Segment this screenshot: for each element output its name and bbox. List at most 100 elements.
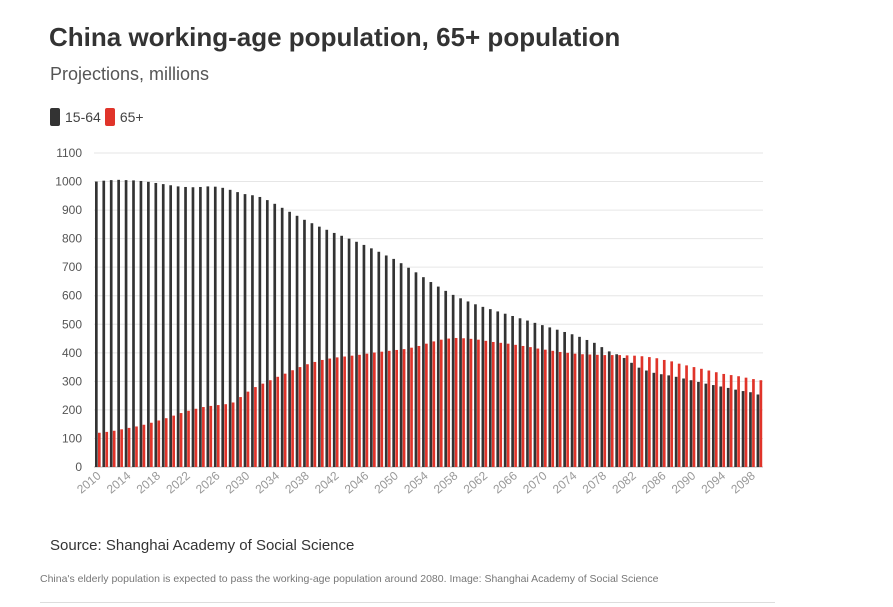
bar-65-plus-2092[interactable] — [707, 370, 711, 467]
bar-65-plus-2022[interactable] — [187, 410, 190, 467]
bar-15-64-2056[interactable] — [436, 286, 440, 467]
bar-15-64-2037[interactable] — [295, 215, 299, 467]
bar-65-plus-2032[interactable] — [261, 383, 265, 467]
bar-15-64-2018[interactable] — [154, 182, 158, 467]
bar-15-64-2081[interactable] — [622, 357, 626, 467]
bar-65-plus-2098[interactable] — [752, 379, 755, 467]
bar-65-plus-2045[interactable] — [358, 354, 361, 467]
bar-15-64-2034[interactable] — [273, 203, 277, 467]
bar-15-64-2029[interactable] — [236, 192, 239, 468]
bar-65-plus-2037[interactable] — [298, 367, 302, 467]
bar-15-64-2023[interactable] — [191, 187, 195, 467]
bar-65-plus-2085[interactable] — [655, 358, 659, 467]
bar-65-plus-2072[interactable] — [558, 351, 562, 467]
bar-15-64-2015[interactable] — [132, 180, 135, 467]
bar-65-plus-2044[interactable] — [350, 355, 354, 467]
bar-15-64-2054[interactable] — [422, 277, 425, 467]
bar-15-64-2087[interactable] — [667, 375, 671, 467]
bar-15-64-2070[interactable] — [541, 325, 544, 467]
bar-65-plus-2048[interactable] — [380, 351, 384, 467]
bar-15-64-2082[interactable] — [630, 362, 633, 467]
bar-65-plus-2054[interactable] — [425, 343, 428, 467]
bar-65-plus-2090[interactable] — [692, 367, 696, 467]
bar-15-64-2053[interactable] — [414, 272, 418, 467]
bar-65-plus-2082[interactable] — [633, 355, 636, 467]
legend-item-15-64[interactable]: 15-64 — [50, 108, 101, 126]
bar-15-64-2061[interactable] — [474, 304, 477, 467]
bar-65-plus-2095[interactable] — [729, 375, 733, 467]
bar-65-plus-2036[interactable] — [291, 370, 294, 467]
bar-15-64-2044[interactable] — [347, 238, 351, 467]
bar-15-64-2012[interactable] — [109, 180, 113, 467]
bar-65-plus-2040[interactable] — [320, 359, 324, 467]
bar-15-64-2045[interactable] — [355, 241, 358, 467]
bar-65-plus-2096[interactable] — [737, 376, 740, 467]
bar-65-plus-2027[interactable] — [224, 404, 228, 467]
bar-15-64-2030[interactable] — [243, 194, 247, 468]
bar-65-plus-2088[interactable] — [677, 363, 681, 467]
bar-65-plus-2080[interactable] — [618, 355, 621, 467]
bar-15-64-2031[interactable] — [251, 195, 254, 467]
bar-15-64-2075[interactable] — [578, 336, 581, 467]
bar-15-64-2048[interactable] — [377, 251, 381, 467]
bar-65-plus-2089[interactable] — [685, 365, 688, 467]
bar-65-plus-2068[interactable] — [529, 347, 532, 467]
bar-15-64-2065[interactable] — [503, 313, 507, 467]
bar-15-64-2079[interactable] — [607, 351, 611, 467]
bar-65-plus-2097[interactable] — [744, 377, 748, 467]
bar-65-plus-2024[interactable] — [202, 407, 205, 467]
bar-15-64-2039[interactable] — [310, 223, 314, 467]
bar-15-64-2073[interactable] — [563, 331, 566, 467]
bar-15-64-2078[interactable] — [600, 347, 604, 467]
bar-15-64-2069[interactable] — [533, 322, 537, 467]
bar-15-64-2083[interactable] — [637, 367, 641, 467]
bar-65-plus-2075[interactable] — [581, 354, 584, 467]
bar-65-plus-2091[interactable] — [700, 368, 703, 467]
bar-65-plus-2063[interactable] — [491, 341, 495, 467]
bar-65-plus-2013[interactable] — [120, 429, 123, 467]
bar-65-plus-2070[interactable] — [543, 349, 547, 467]
bar-15-64-2014[interactable] — [124, 180, 128, 467]
bar-65-plus-2046[interactable] — [365, 353, 369, 467]
bar-65-plus-2051[interactable] — [402, 349, 406, 467]
bar-15-64-2025[interactable] — [206, 186, 210, 467]
bar-15-64-2074[interactable] — [570, 334, 574, 467]
bar-15-64-2091[interactable] — [697, 381, 700, 467]
bar-15-64-2094[interactable] — [719, 386, 723, 468]
bar-65-plus-2099[interactable] — [759, 380, 763, 467]
bar-15-64-2042[interactable] — [332, 232, 336, 467]
bar-65-plus-2017[interactable] — [150, 422, 153, 467]
bar-15-64-2020[interactable] — [169, 185, 173, 467]
bar-65-plus-2038[interactable] — [306, 364, 309, 467]
bar-65-plus-2058[interactable] — [454, 337, 458, 467]
bar-65-plus-2059[interactable] — [462, 338, 465, 467]
bar-65-plus-2050[interactable] — [395, 349, 398, 467]
bar-65-plus-2028[interactable] — [231, 402, 235, 467]
bar-15-64-2032[interactable] — [258, 196, 262, 467]
bar-65-plus-2087[interactable] — [670, 361, 674, 467]
bar-65-plus-2041[interactable] — [328, 358, 332, 467]
bar-15-64-2035[interactable] — [280, 207, 284, 467]
bar-15-64-2019[interactable] — [161, 184, 165, 468]
bar-15-64-2093[interactable] — [711, 385, 715, 467]
bar-65-plus-2018[interactable] — [157, 420, 161, 467]
bar-15-64-2022[interactable] — [184, 186, 187, 467]
bar-15-64-2051[interactable] — [399, 263, 403, 467]
bar-15-64-2068[interactable] — [526, 320, 529, 467]
bar-15-64-2072[interactable] — [555, 329, 559, 467]
bar-15-64-2026[interactable] — [213, 186, 217, 467]
bar-65-plus-2073[interactable] — [566, 352, 569, 467]
bar-65-plus-2030[interactable] — [246, 391, 250, 467]
bar-65-plus-2047[interactable] — [373, 352, 376, 467]
bar-65-plus-2010[interactable] — [97, 432, 101, 467]
bar-15-64-2064[interactable] — [496, 311, 500, 467]
bar-65-plus-2083[interactable] — [640, 356, 644, 467]
bar-15-64-2086[interactable] — [659, 374, 663, 467]
bar-15-64-2010[interactable] — [95, 181, 98, 468]
bar-65-plus-2031[interactable] — [254, 387, 257, 467]
bar-65-plus-2026[interactable] — [216, 405, 220, 467]
bar-65-plus-2066[interactable] — [514, 344, 517, 467]
bar-65-plus-2081[interactable] — [625, 355, 629, 467]
bar-15-64-2047[interactable] — [370, 248, 373, 467]
bar-15-64-2036[interactable] — [288, 211, 291, 467]
